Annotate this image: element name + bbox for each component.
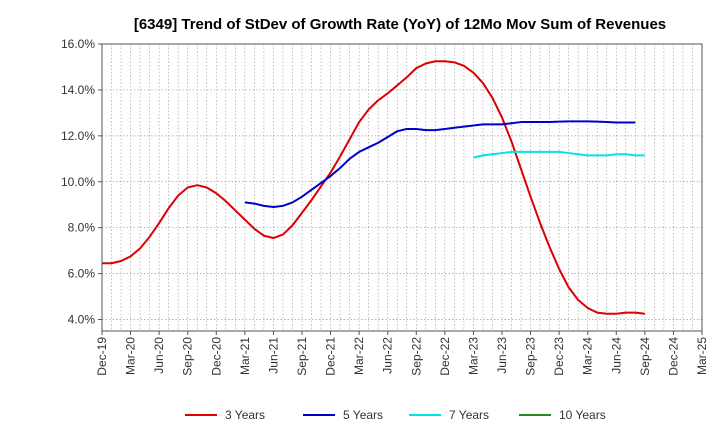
y-tick-label: 4.0%: [68, 313, 96, 327]
x-tick-label: Mar-20: [124, 337, 138, 375]
x-tick-label: Mar-22: [352, 337, 366, 375]
series-line-7-years: [473, 150, 645, 159]
legend-label: 5 Years: [343, 408, 383, 422]
x-tick-label: Jun-23: [495, 337, 509, 374]
series-line-3-years: [102, 60, 645, 315]
legend-label: 7 Years: [449, 408, 489, 422]
x-tick-label: Sep-20: [181, 337, 195, 376]
x-tick-label: Mar-25: [695, 337, 709, 375]
y-tick-label: 10.0%: [61, 175, 95, 189]
x-tick-label: Jun-20: [152, 337, 166, 374]
x-tick-label: Dec-24: [666, 337, 680, 376]
x-axis: Dec-19 Mar-20 Jun-20 Sep-20 Dec-20 Mar-21 Jun-…: [95, 331, 709, 376]
y-tick-label: 8.0%: [68, 221, 96, 235]
grid-lines: [102, 43, 702, 331]
x-tick-label: Mar-23: [466, 337, 480, 375]
legend-label: 3 Years: [225, 408, 265, 422]
x-tick-label: Mar-21: [238, 337, 252, 375]
y-tick-label: 12.0%: [61, 129, 95, 143]
x-tick-label: Dec-22: [438, 337, 452, 376]
legend: 3 Years 5 Years 7 Years 10 Years: [185, 408, 606, 422]
x-tick-label: Sep-24: [638, 337, 652, 376]
y-tick-label: 16.0%: [61, 37, 95, 51]
x-tick-label: Sep-23: [524, 337, 538, 376]
x-tick-label: Dec-20: [209, 337, 223, 376]
chart-title: [6349] Trend of StDev of Growth Rate (Yo…: [134, 16, 666, 33]
x-tick-label: Jun-22: [381, 337, 395, 374]
x-tick-label: Dec-23: [552, 337, 566, 376]
x-tick-label: Dec-19: [95, 337, 109, 376]
legend-label: 10 Years: [559, 408, 606, 422]
x-tick-label: Jun-21: [266, 337, 280, 374]
x-tick-label: Sep-22: [409, 337, 423, 376]
series-line-5-years: [244, 120, 636, 209]
x-tick-label: Jun-24: [609, 337, 623, 374]
x-tick-label: Mar-24: [581, 337, 595, 375]
x-tick-label: Dec-21: [324, 337, 338, 376]
y-tick-label: 14.0%: [61, 83, 95, 97]
series-layer: [102, 60, 645, 315]
x-tick-label: Sep-21: [295, 337, 309, 376]
y-tick-label: 6.0%: [68, 267, 96, 281]
y-axis: 4.0% 6.0% 8.0% 10.0% 12.0% 14.0% 16.0%: [61, 37, 102, 327]
plot-area: [101, 43, 703, 332]
